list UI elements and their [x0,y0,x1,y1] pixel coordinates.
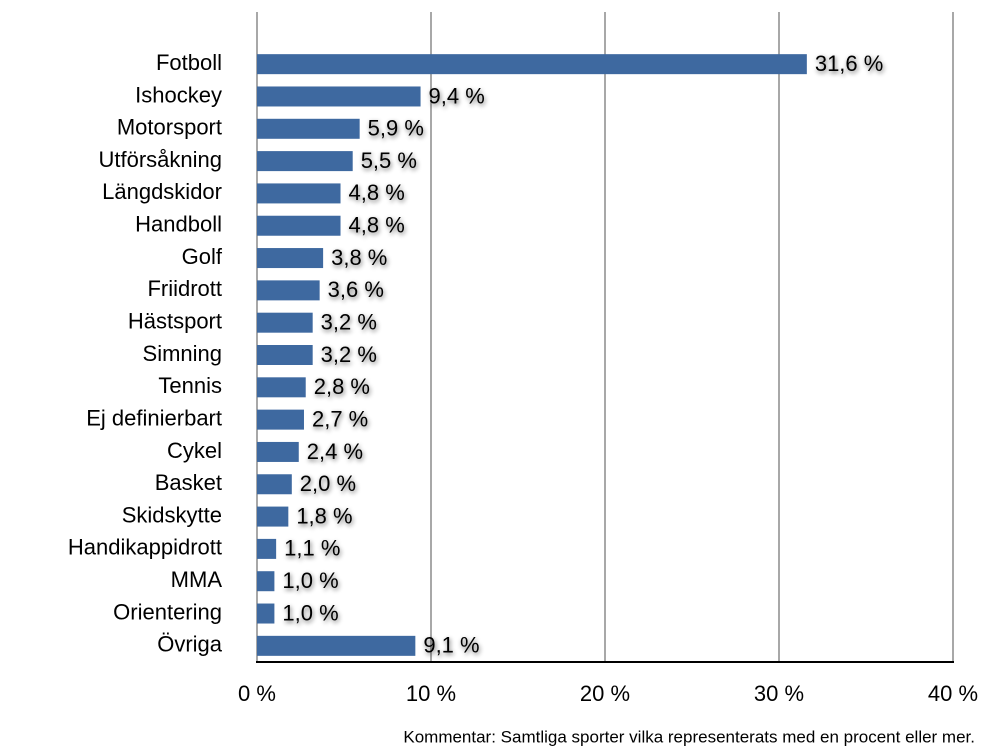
y-tick-label: Utförsåkning [98,147,222,172]
value-label: 5,5 % [361,148,417,173]
value-label: 2,0 % [300,471,356,496]
bar [257,183,341,204]
value-label: 1,0 % [282,600,338,625]
value-label: 1,8 % [296,503,352,528]
bar [257,474,292,495]
y-tick-label: Ishockey [135,82,222,107]
bar [257,215,341,236]
bar [257,248,324,269]
y-tick-label: Handboll [135,212,222,237]
value-label: 3,6 % [328,277,384,302]
y-tick-label: Tennis [158,373,222,398]
y-tick-label: Basket [155,470,222,495]
x-tick-label: 40 % [928,681,978,706]
y-tick-label: Friidrott [147,276,222,301]
y-tick-label: Övriga [157,632,223,657]
bar [257,54,807,75]
bar [257,571,275,592]
y-tick-label: Simning [143,341,222,366]
bar [257,409,304,430]
value-label: 2,8 % [314,374,370,399]
x-tick-label: 10 % [406,681,456,706]
bar [257,151,353,172]
y-tick-label: Skidskytte [122,502,222,527]
value-label: 31,6 % [815,51,884,76]
y-tick-label: Fotboll [156,50,222,75]
bar [257,506,289,527]
bar [257,312,313,333]
y-tick-label: Handikappidrott [68,535,222,560]
bar [257,377,306,398]
bar [257,635,416,656]
y-tick-label: Ej definierbart [86,405,222,430]
y-tick-label: Golf [182,244,223,269]
bar [257,86,421,107]
y-tick-label: Motorsport [117,115,222,140]
value-label: 1,0 % [282,568,338,593]
y-tick-label: Hästsport [128,308,222,333]
value-label: 5,9 % [368,116,424,141]
value-label: 9,1 % [423,633,479,658]
x-tick-label: 0 % [238,681,276,706]
bar [257,118,360,139]
value-label: 2,7 % [312,406,368,431]
y-tick-label: MMA [171,567,223,592]
bar [257,538,277,559]
bar [257,603,275,624]
x-tick-label: 20 % [580,681,630,706]
annotation: Kommentar: Samtliga sporter vilka repres… [403,727,975,746]
y-tick-label: Cykel [167,438,222,463]
value-label: 4,8 % [349,180,405,205]
value-label: 1,1 % [284,536,340,561]
value-label: 2,4 % [307,439,363,464]
y-tick-label: Längdskidor [102,179,222,204]
value-label: 3,2 % [321,342,377,367]
value-label: 3,8 % [331,245,387,270]
value-label: 4,8 % [349,213,405,238]
y-tick-label: Orientering [113,599,222,624]
value-label: 9,4 % [429,83,485,108]
bar [257,441,299,462]
value-label: 3,2 % [321,309,377,334]
x-tick-label: 30 % [754,681,804,706]
bar [257,280,320,301]
bar [257,345,313,365]
